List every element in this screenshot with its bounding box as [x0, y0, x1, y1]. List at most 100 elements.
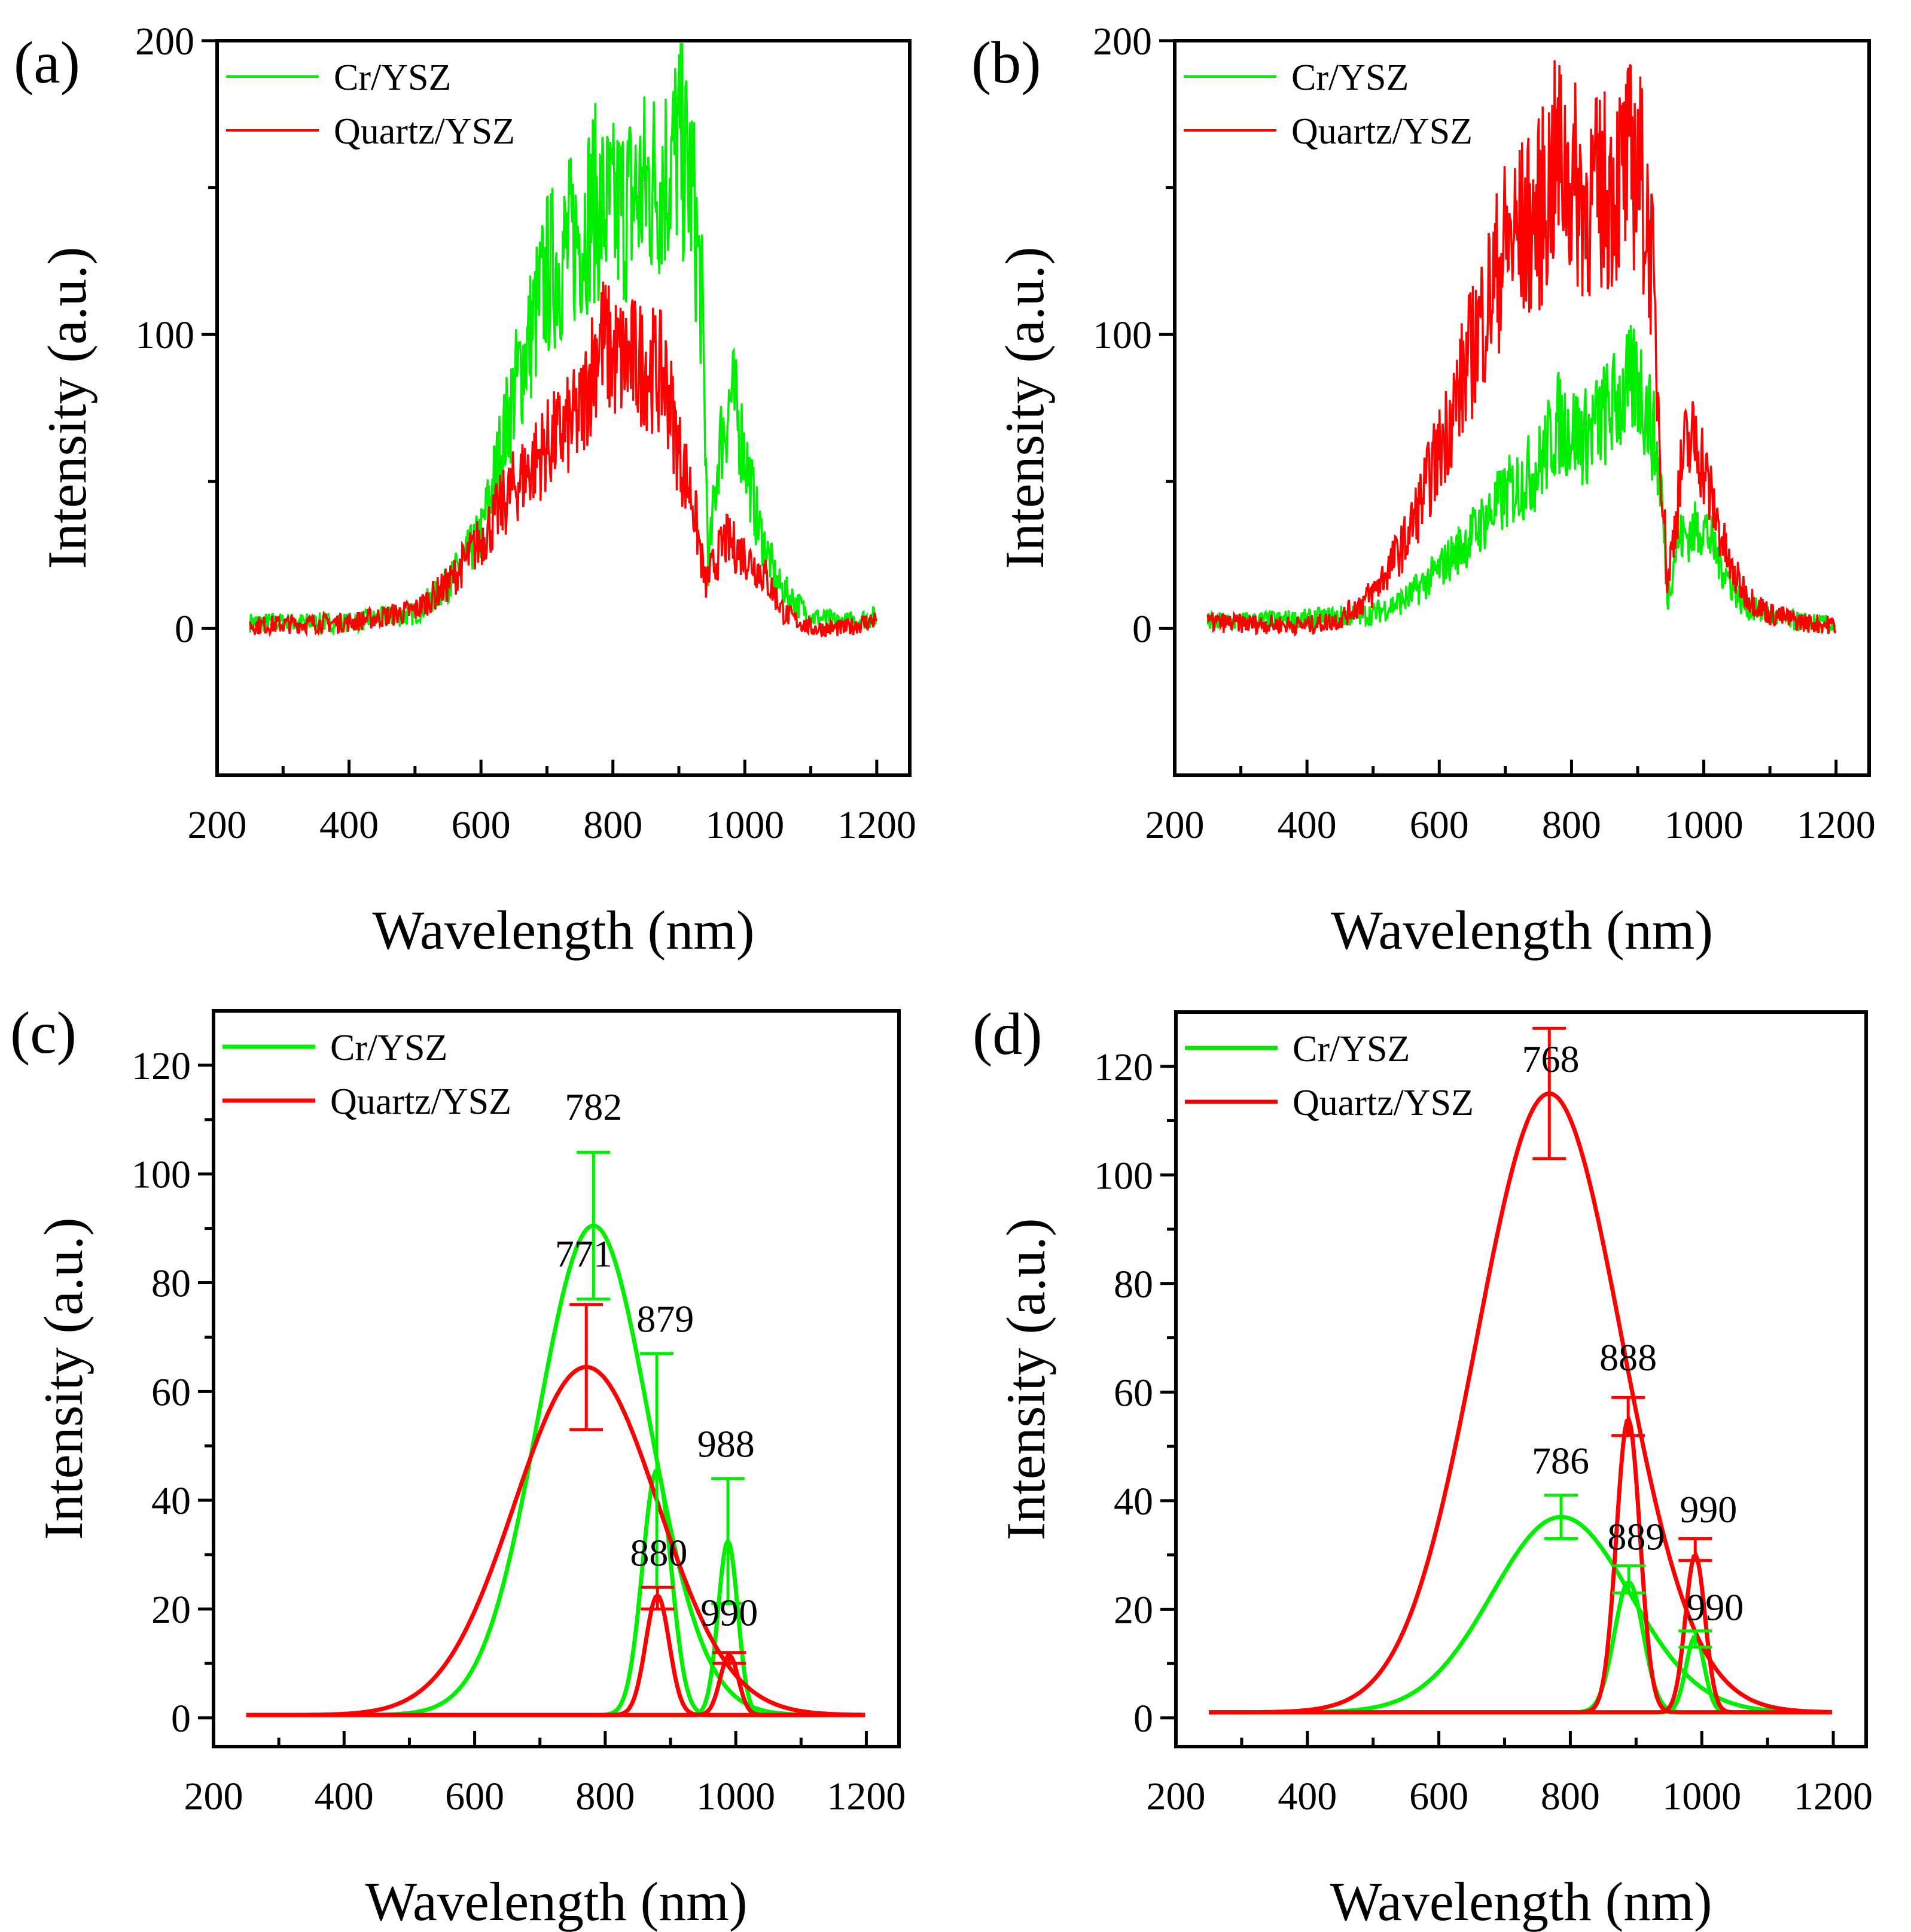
x-tick-label: 400 [1278, 1775, 1337, 1818]
legend-label: Cr/YSZ [1291, 57, 1409, 98]
fit-peak-990 [1209, 1552, 1832, 1715]
panel-a: 200 400 600 800 1000 1200 0 100 200 Wavelength (n… [14, 20, 916, 961]
legend-label: Cr/YSZ [330, 1028, 447, 1068]
fit-peak-771 [246, 1364, 865, 1717]
legend-label: Cr/YSZ [1293, 1029, 1410, 1069]
fit-peak-990 [1209, 1634, 1832, 1715]
y-axis-title: Intensity (a.u.) [995, 1218, 1056, 1540]
error-bar-990 [1678, 1629, 1712, 1649]
plot-area [249, 42, 877, 638]
y-tick-label: 60 [1114, 1371, 1153, 1415]
peak-label: 889 [1607, 1516, 1665, 1558]
fit-peak-888 [1209, 1416, 1832, 1715]
x-axis-title: Wavelength (nm) [365, 1871, 748, 1932]
x-tick-label: 600 [1410, 803, 1469, 847]
y-tick-label: 0 [171, 1697, 191, 1741]
error-bar-768 [1532, 1026, 1566, 1160]
y-tick-label: 80 [151, 1262, 191, 1306]
y-tick-label: 40 [1114, 1480, 1153, 1523]
panel-label: (d) [973, 1001, 1043, 1067]
y-axis-title: Intensity (a.u.) [33, 1217, 94, 1540]
peak-label: 990 [700, 1591, 758, 1634]
y-tick-label: 0 [1133, 1697, 1153, 1741]
peak-label: 879 [636, 1297, 694, 1340]
panel-label: (a) [14, 29, 80, 96]
x-axis-title: Wavelength (nm) [1330, 1871, 1712, 1932]
error-bar-990 [712, 1651, 746, 1665]
error-bar-771 [569, 1303, 604, 1431]
x-axis-title: Wavelength (nm) [1331, 900, 1713, 961]
y-tick-label: 120 [132, 1044, 191, 1088]
series-line-quartz-ysz [1206, 60, 1837, 637]
peak-label: 990 [1686, 1586, 1744, 1629]
y-tick-label: 100 [1094, 1154, 1153, 1197]
x-tick-label: 1200 [1794, 1775, 1873, 1818]
fit-peak-768 [1209, 1091, 1832, 1715]
legend-item: Cr/YSZ [226, 57, 451, 98]
fit-peak-880 [246, 1592, 865, 1717]
panel-c: 782 879 988 771 880 990 200 400 600 800 1000 1200 0 2… [10, 999, 906, 1932]
x-tick-label: 200 [1145, 803, 1205, 847]
x-tick-label: 800 [583, 803, 642, 847]
error-bar-786 [1544, 1494, 1578, 1540]
legend-item: Cr/YSZ [223, 1028, 447, 1068]
fit-peak-988 [246, 1537, 865, 1717]
panel-b: 200 400 600 800 1000 1200 0 100 200 Wavelength (n… [971, 20, 1876, 961]
legend-item: Quartz/YSZ [226, 111, 515, 152]
x-tick-label: 1000 [1665, 803, 1744, 847]
plot-area [246, 1150, 865, 1717]
y-tick-label: 0 [1132, 607, 1152, 651]
x-tick-label: 1200 [1797, 803, 1876, 847]
peak-label: 782 [565, 1086, 622, 1128]
y-tick-label: 120 [1094, 1046, 1153, 1089]
legend-label: Quartz/YSZ [330, 1081, 511, 1122]
x-tick-label: 800 [1542, 803, 1601, 847]
error-bar-988 [711, 1477, 745, 1605]
x-tick-label: 1200 [827, 1775, 906, 1818]
peak-label: 786 [1532, 1439, 1589, 1482]
error-bar-880 [641, 1586, 675, 1611]
y-tick-label: 0 [175, 607, 194, 651]
x-tick-label: 400 [319, 803, 379, 847]
fit-peak-782 [246, 1223, 865, 1717]
peak-label: 768 [1522, 1038, 1579, 1080]
x-axis-title: Wavelength (nm) [373, 900, 755, 961]
plot-frame [215, 39, 912, 777]
fit-peak-879 [246, 1468, 865, 1717]
peak-label: 880 [630, 1531, 687, 1574]
x-tick-label: 800 [575, 1775, 635, 1818]
x-tick-label: 800 [1541, 1775, 1600, 1818]
panel-d: 786 889 990 768 888 990 200 400 600 800 1000 1200 0 2… [973, 1001, 1873, 1932]
y-tick-label: 100 [132, 1153, 191, 1197]
plot-area [1206, 60, 1837, 637]
error-bar-782 [577, 1150, 611, 1301]
x-tick-label: 600 [445, 1775, 504, 1818]
legend-label: Quartz/YSZ [334, 111, 515, 152]
panel-label: (c) [10, 999, 77, 1066]
peak-label: 990 [1680, 1488, 1737, 1531]
x-tick-label: 1000 [705, 803, 784, 847]
y-axis-title: Intensity (a.u.) [994, 246, 1055, 569]
error-bar-990 [1678, 1537, 1712, 1562]
panel-label: (b) [971, 29, 1041, 96]
legend-label: Quartz/YSZ [1293, 1083, 1474, 1123]
fit-peak-990 [246, 1653, 865, 1717]
error-bar-889 [1612, 1564, 1646, 1595]
legend-item: Quartz/YSZ [1185, 1083, 1474, 1123]
legend-item: Cr/YSZ [1184, 57, 1409, 98]
plot-frame [212, 1009, 901, 1748]
x-tick-label: 600 [452, 803, 511, 847]
y-tick-label: 200 [1093, 20, 1152, 63]
legend-item: Quartz/YSZ [223, 1081, 511, 1122]
x-tick-label: 1200 [837, 803, 916, 847]
x-tick-label: 400 [1278, 803, 1337, 847]
y-tick-label: 100 [1093, 313, 1152, 357]
y-tick-label: 200 [135, 20, 194, 63]
legend-item: Cr/YSZ [1185, 1029, 1410, 1069]
y-tick-label: 20 [151, 1588, 191, 1632]
x-tick-label: 1000 [1662, 1775, 1741, 1818]
series-line-quartz-ysz [249, 281, 877, 638]
x-tick-label: 200 [1147, 1775, 1206, 1818]
plot-frame [1174, 1010, 1868, 1748]
